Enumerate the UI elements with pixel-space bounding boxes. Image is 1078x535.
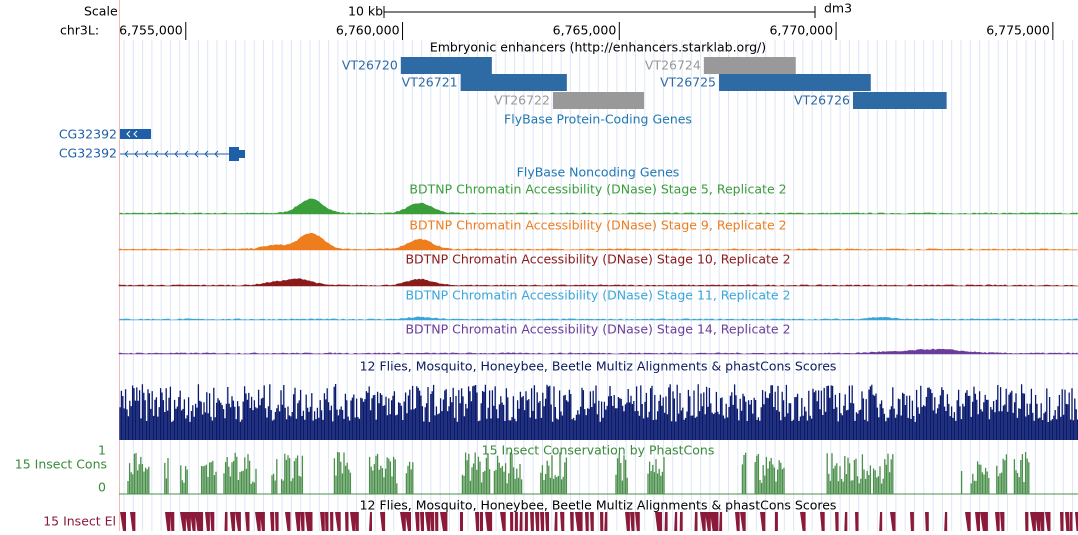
- signal: [118, 232, 1078, 251]
- dnase-tracks: BDTNP Chromatin Accessibility (DNase) St…: [118, 182, 1078, 355]
- track-title: 12 Flies, Mosquito, Honeybee, Beetle Mul…: [360, 359, 837, 374]
- tick-label: 6,775,000: [986, 23, 1050, 38]
- enhancer-label: VT26722: [494, 93, 550, 108]
- gene: [120, 129, 151, 139]
- signal: [118, 316, 1078, 321]
- tick-label: 6,755,000: [119, 23, 183, 38]
- track-title: 15 Insect Conservation by PhastCons: [482, 443, 715, 458]
- gene-label: CG32392: [59, 146, 117, 161]
- enhancer-label: VT26720: [342, 58, 398, 73]
- gene-exon: [229, 147, 239, 161]
- enhancer-label: VT26724: [645, 58, 701, 73]
- conservation: [119, 384, 1078, 531]
- enhancer: [719, 74, 871, 91]
- track-title: Embryonic enhancers (http://enhancers.st…: [430, 40, 766, 55]
- scale-label: Scale: [84, 4, 118, 19]
- side-label: 15 Insect Cons: [15, 457, 107, 472]
- signal: [118, 348, 1078, 355]
- enhancer: [852, 92, 947, 109]
- multiz-signal: [119, 384, 1078, 440]
- enhancer: [552, 92, 645, 109]
- elements: [120, 512, 1078, 531]
- enhancer: [400, 57, 492, 74]
- scale-size: 10 kb: [348, 4, 383, 19]
- tick-label: 6,760,000: [336, 23, 400, 38]
- enhancer-label: VT26725: [660, 75, 716, 90]
- track-title: BDTNP Chromatin Accessibility (DNase) St…: [409, 182, 786, 197]
- track-title: FlyBase Noncoding Genes: [517, 165, 680, 180]
- strand: [124, 150, 219, 158]
- assembly: dm3: [824, 1, 852, 16]
- gene-utr: [239, 150, 245, 158]
- strand: [126, 130, 138, 138]
- gene-label: CG32392: [59, 127, 117, 142]
- tick-label: 6,765,000: [553, 23, 617, 38]
- enhancer: [460, 74, 567, 91]
- y-max: 1: [98, 443, 106, 458]
- enhancer: [703, 57, 796, 74]
- track-title: 12 Flies, Mosquito, Honeybee, Beetle Mul…: [360, 498, 837, 513]
- signal: [118, 278, 1078, 287]
- track-title: FlyBase Protein-Coding Genes: [504, 112, 692, 127]
- track-title: BDTNP Chromatin Accessibility (DNase) St…: [405, 288, 790, 303]
- track-title: BDTNP Chromatin Accessibility (DNase) St…: [405, 252, 790, 267]
- signal: [118, 198, 1078, 215]
- enhancer-label: VT26726: [794, 93, 850, 108]
- phastcons-signal: [127, 452, 1030, 494]
- track-title: BDTNP Chromatin Accessibility (DNase) St…: [405, 322, 790, 337]
- side-label: 15 Insect El: [43, 514, 116, 529]
- y-min: 0: [98, 480, 106, 495]
- track-title: BDTNP Chromatin Accessibility (DNase) St…: [409, 218, 786, 233]
- tick-label: 6,770,000: [769, 23, 833, 38]
- chrom-label: chr3L:: [60, 23, 99, 38]
- enhancer-label: VT26721: [402, 75, 458, 90]
